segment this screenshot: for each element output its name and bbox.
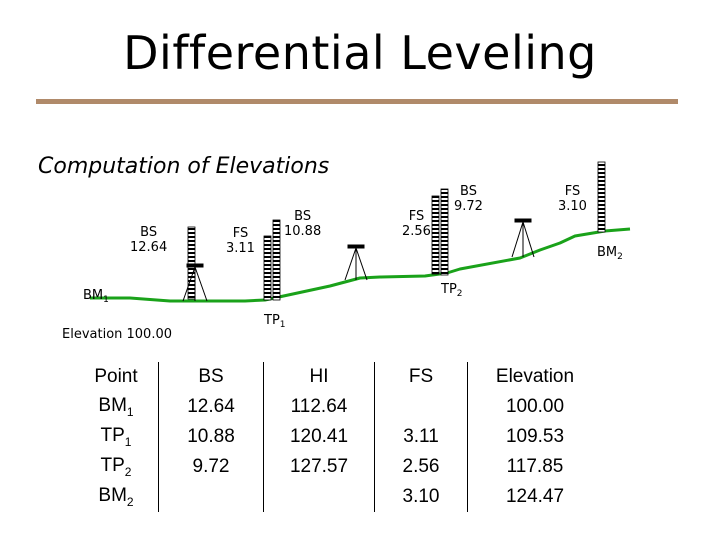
col-header-point: Point [74,362,159,392]
rod-tp1-fs [263,235,272,301]
table-row: BM1 12.64 112.64 100.00 [74,392,602,422]
cell-bs [158,482,264,512]
cell-hi: 112.64 [263,392,375,422]
col-header-fs: FS [374,362,468,392]
cell-hi: 120.41 [263,422,375,452]
level-instrument-3 [511,218,535,258]
cell-elevation: 109.53 [505,426,565,447]
cell-fs: 3.10 [374,482,468,512]
reading-fs-3: FS 3.10 [558,184,587,214]
rod-tp1-bs [272,219,281,301]
point-label-bm1: BM1 [83,288,109,305]
cell-bs: 12.64 [158,392,264,422]
col-header-elevation: Elevation [495,366,575,387]
cell-fs: 2.56 [374,452,468,482]
cell-point: BM2 [74,482,159,512]
rod-bm2 [597,161,606,233]
point-label-tp2: TP2 [441,282,463,299]
point-label-tp1: TP1 [264,313,286,330]
table-row: TP1 10.88 120.41 3.11 109.53 [74,422,602,452]
cell-fs [374,392,468,422]
cell-hi: 127.57 [263,452,375,482]
subtitle: Computation of Elevations [38,154,330,179]
reading-bs-1: BS 12.64 [130,225,168,255]
rod-tp2-fs [431,195,440,275]
table-row: BM2 3.10 124.47 [74,482,602,512]
cell-point: BM1 [74,392,159,422]
reading-bs-2: BS 10.88 [284,209,322,239]
starting-elevation-label: Elevation 100.00 [62,327,173,342]
cell-elevation: 117.85 [506,456,564,477]
col-header-bs: BS [158,362,264,392]
page-title: Differential Leveling [123,26,597,80]
rod-tp2-bs [440,188,449,276]
cell-point: TP1 [74,422,159,452]
cell-elevation: 124.47 [505,486,565,507]
col-header-hi: HI [263,362,375,392]
cell-point: TP2 [74,452,159,482]
point-label-bm2: BM2 [597,245,623,262]
cell-fs: 3.11 [374,422,468,452]
reading-fs-2: FS 2.56 [402,209,431,239]
elevation-table: Point BS HI FS Elevation BM1 12.64 112.6… [74,362,602,512]
cell-elevation: 100.00 [505,396,565,417]
level-instrument-2 [344,244,368,281]
table-header-row: Point BS HI FS Elevation [74,362,602,392]
reading-fs-1: FS 3.11 [226,226,255,256]
level-instrument-1 [182,263,208,302]
cell-bs: 10.88 [158,422,264,452]
reading-bs-3: BS 9.72 [454,184,483,214]
ground-profile [90,227,631,303]
cell-bs: 9.72 [158,452,264,482]
table-row: TP2 9.72 127.57 2.56 117.85 [74,452,602,482]
title-divider [36,99,678,104]
cell-hi [263,482,375,512]
rod-bm1 [187,226,196,300]
